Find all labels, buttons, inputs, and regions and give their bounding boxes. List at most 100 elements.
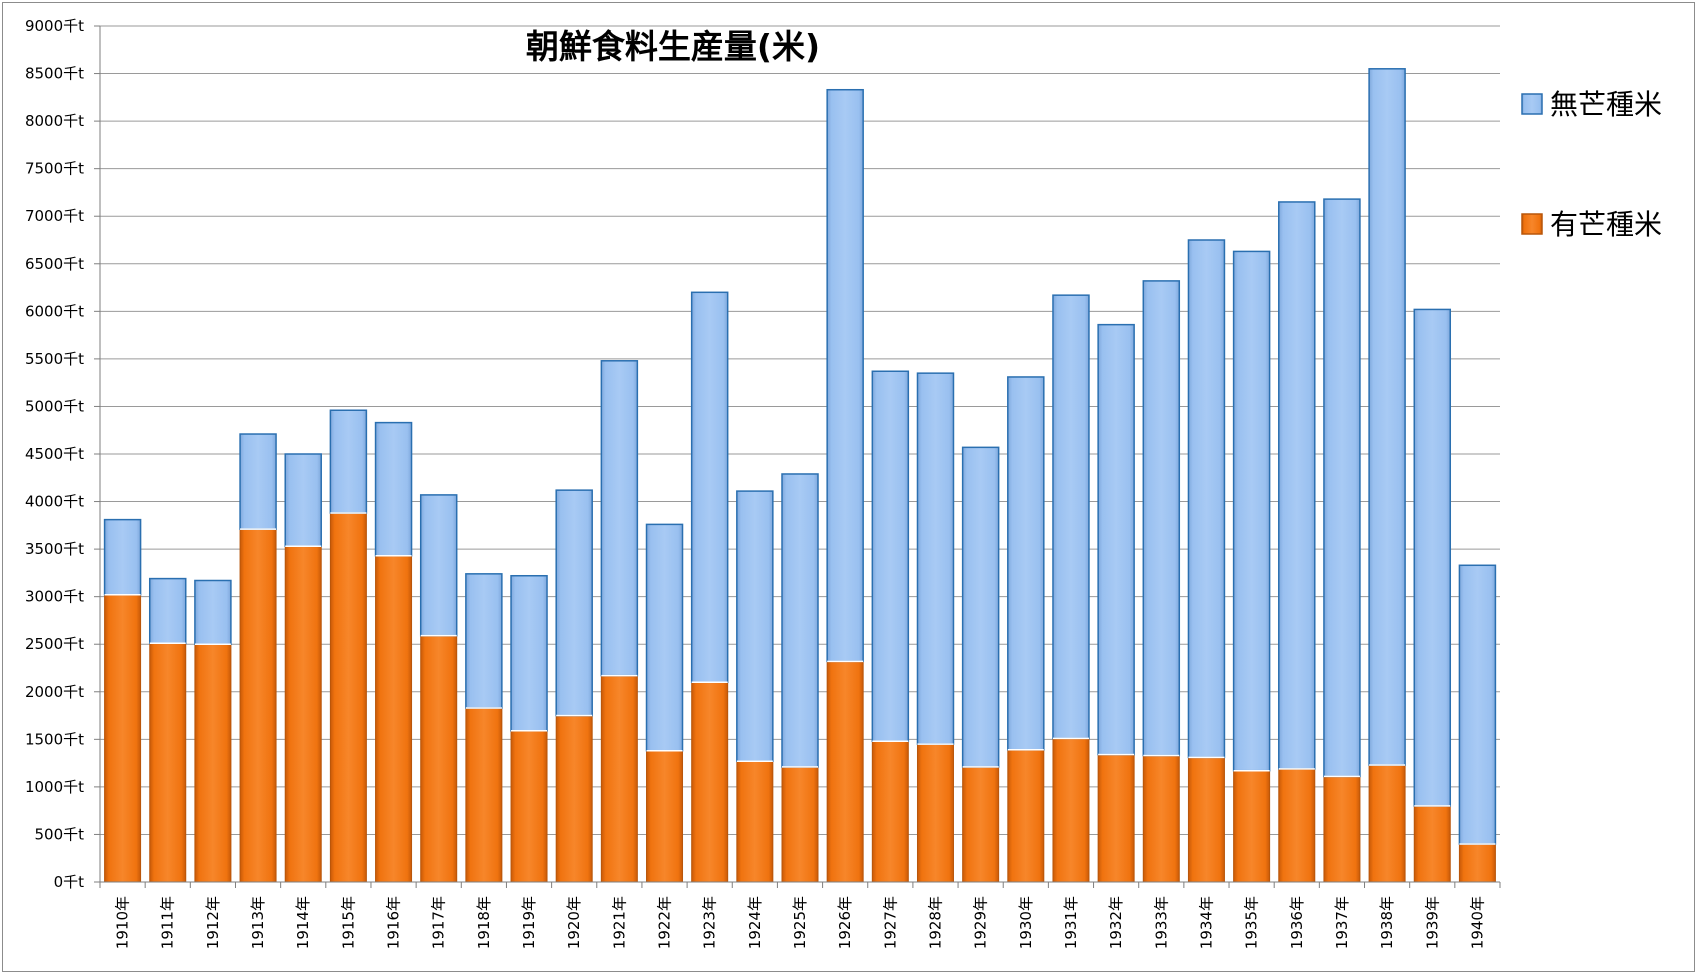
bar-segment-awnless [1007, 376, 1045, 751]
x-category-label: 1919年 [520, 896, 538, 949]
x-category-label: 1929年 [972, 896, 990, 949]
bar-segment-awnless [329, 409, 368, 514]
bar-segment-awnless [419, 494, 458, 637]
bar-segment-awned [149, 642, 187, 883]
x-category-label: 1932年 [1107, 896, 1125, 949]
y-tick-label: 3000千t [25, 588, 84, 606]
x-category-label: 1939年 [1423, 896, 1441, 949]
bar-segment-awnless [690, 291, 729, 684]
legend-label: 無芒種米 [1550, 88, 1662, 121]
bar-segment-awnless [645, 523, 684, 752]
bar-segment-awned [1278, 768, 1316, 883]
bar-segment-awnless [736, 490, 774, 762]
legend-label: 有芒種米 [1550, 208, 1662, 241]
bar-segment-awned [871, 740, 909, 883]
bar-segment-awned [1458, 843, 1496, 883]
x-category-label: 1926年 [836, 896, 854, 949]
x-category-label: 1930年 [1017, 896, 1035, 949]
bar-segment-awnless [1368, 68, 1406, 766]
bar-segment-awnless [1278, 201, 1316, 770]
bar-segment-awnless [1232, 250, 1271, 772]
bar-segment-awnless [374, 421, 413, 557]
x-category-label: 1933年 [1152, 896, 1170, 949]
bar-segment-awnless [1187, 239, 1226, 759]
x-category-label: 1914年 [294, 896, 312, 949]
x-category-label: 1936年 [1288, 896, 1306, 949]
bar-segment-awnless [961, 446, 1000, 768]
y-tick-label: 8000千t [25, 112, 84, 130]
bar-segment-awned [1142, 755, 1180, 883]
y-tick-label: 7000千t [25, 207, 84, 225]
x-category-label: 1918年 [475, 896, 493, 949]
bar-segment-awnless [555, 489, 593, 717]
bar-segment-awnless [826, 88, 864, 663]
chart-title: 朝鮮食料生産量(米) [526, 27, 820, 66]
x-category-label: 1924年 [746, 896, 764, 949]
bar-segment-awned [1052, 737, 1090, 883]
bar-segment-awnless [239, 433, 277, 530]
axis-labels: 0千t 500千t 1000千t 1500千t 2000千t 2500千t 3000千t 35… [25, 17, 1486, 949]
bar-segment-awnless [465, 573, 503, 709]
x-category-label: 1917年 [430, 896, 448, 949]
x-category-label: 1940年 [1468, 896, 1486, 949]
bar-segment-awnless [103, 518, 142, 596]
axes [94, 25, 1501, 888]
bar-segment-awnless [510, 574, 548, 732]
bar-segment-awned [781, 766, 819, 883]
bar-segment-awnless [284, 453, 322, 548]
bars [103, 68, 1497, 883]
bar-segment-awnless [871, 370, 910, 742]
y-tick-label: 7500千t [25, 160, 84, 178]
bar-segment-awnless [916, 372, 955, 745]
bar-segment-awned [510, 730, 548, 883]
bar-segment-awnless [781, 473, 819, 768]
y-tick-label: 3500千t [25, 540, 84, 558]
x-category-label: 1915年 [339, 896, 357, 949]
bar-segment-awned [691, 681, 729, 883]
x-category-label: 1927年 [881, 896, 899, 949]
bar-segment-awnless [194, 579, 232, 645]
bar-segment-awned [465, 707, 503, 883]
x-category-label: 1913年 [249, 896, 267, 949]
y-tick-label: 6000千t [25, 302, 84, 320]
x-category-label: 1916年 [385, 896, 403, 949]
bar-segment-awned [555, 715, 593, 883]
bar-segment-awned [1323, 775, 1361, 883]
bar-segment-awnless [1458, 564, 1497, 845]
bar-segment-awned [916, 743, 954, 883]
bar-segment-awned [646, 750, 684, 883]
y-tick-label: 6500千t [25, 255, 84, 273]
bar-segment-awned [1233, 770, 1271, 883]
x-category-label: 1935年 [1243, 896, 1261, 949]
x-category-label: 1928年 [926, 896, 944, 949]
bar-segment-awnless [1142, 280, 1181, 757]
x-category-label: 1910年 [114, 896, 132, 949]
x-category-label: 1931年 [1062, 896, 1080, 949]
y-tick-label: 4000千t [25, 493, 84, 511]
bar-segment-awned [1007, 749, 1045, 883]
y-tick-label: 1500千t [25, 730, 84, 748]
bar-segment-awned [600, 675, 638, 883]
x-category-label: 1938年 [1378, 896, 1396, 949]
bar-segment-awned [1413, 805, 1451, 883]
bar-segment-awned [736, 760, 774, 883]
x-category-label: 1934年 [1197, 896, 1215, 949]
y-tick-label: 4500千t [25, 445, 84, 463]
bar-segment-awnless [1052, 294, 1090, 740]
y-tick-label: 5500千t [25, 350, 84, 368]
bar-segment-awnless [148, 577, 187, 645]
bar-segment-awnless [1323, 198, 1361, 778]
y-tick-label: 0千t [54, 873, 85, 891]
bar-segment-awnless [1413, 308, 1452, 807]
legend-swatch [1521, 213, 1543, 235]
bar-segment-awned [329, 512, 367, 883]
bar-segment-awned [962, 766, 1000, 883]
x-category-label: 1925年 [791, 896, 809, 949]
bar-segment-awned [284, 545, 322, 883]
bar-segment-awned [1368, 764, 1406, 883]
y-tick-label: 8500千t [25, 65, 84, 83]
bar-segment-awned [420, 635, 458, 883]
x-category-label: 1937年 [1333, 896, 1351, 949]
